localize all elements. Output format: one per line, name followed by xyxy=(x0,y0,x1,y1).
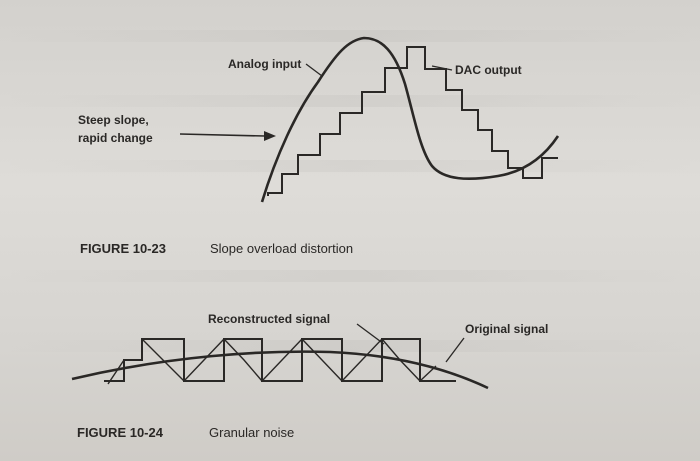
label-original-signal: Original signal xyxy=(465,322,548,336)
dac-output-leader xyxy=(431,65,453,71)
label-reconstructed-signal: Reconstructed signal xyxy=(208,312,330,326)
label-dac-output: DAC output xyxy=(455,63,522,77)
caption-figure-10-23-number: FIGURE 10-23 xyxy=(80,241,166,256)
label-steep-slope: Steep slope, xyxy=(78,113,149,127)
original-signal-leader xyxy=(445,337,465,363)
steep-slope-arrow xyxy=(179,133,266,137)
original-signal-curve xyxy=(71,350,489,390)
figure-10-23: Analog input DAC output Steep slope, rap… xyxy=(78,36,560,256)
label-rapid-change: rapid change xyxy=(78,131,153,145)
page-texture xyxy=(0,95,700,107)
steep-slope-arrowhead xyxy=(264,131,276,141)
caption-figure-10-24-number: FIGURE 10-24 xyxy=(77,425,164,440)
page-texture xyxy=(0,30,700,42)
analog-input-curve xyxy=(260,36,560,203)
reconstructed-signal-wave xyxy=(104,338,456,382)
page-texture xyxy=(0,340,700,352)
analog-input-leader xyxy=(305,63,323,77)
caption-figure-10-24-text: Granular noise xyxy=(209,425,294,440)
page-texture xyxy=(0,270,700,282)
label-analog-input: Analog input xyxy=(228,57,301,71)
reconstructed-signal-leader xyxy=(356,323,385,345)
figure-10-24: Reconstructed signal Original signal FIG… xyxy=(71,312,548,440)
caption-figure-10-23-text: Slope overload distortion xyxy=(210,241,353,256)
dac-output-staircase xyxy=(267,46,558,196)
page-texture xyxy=(0,160,700,172)
